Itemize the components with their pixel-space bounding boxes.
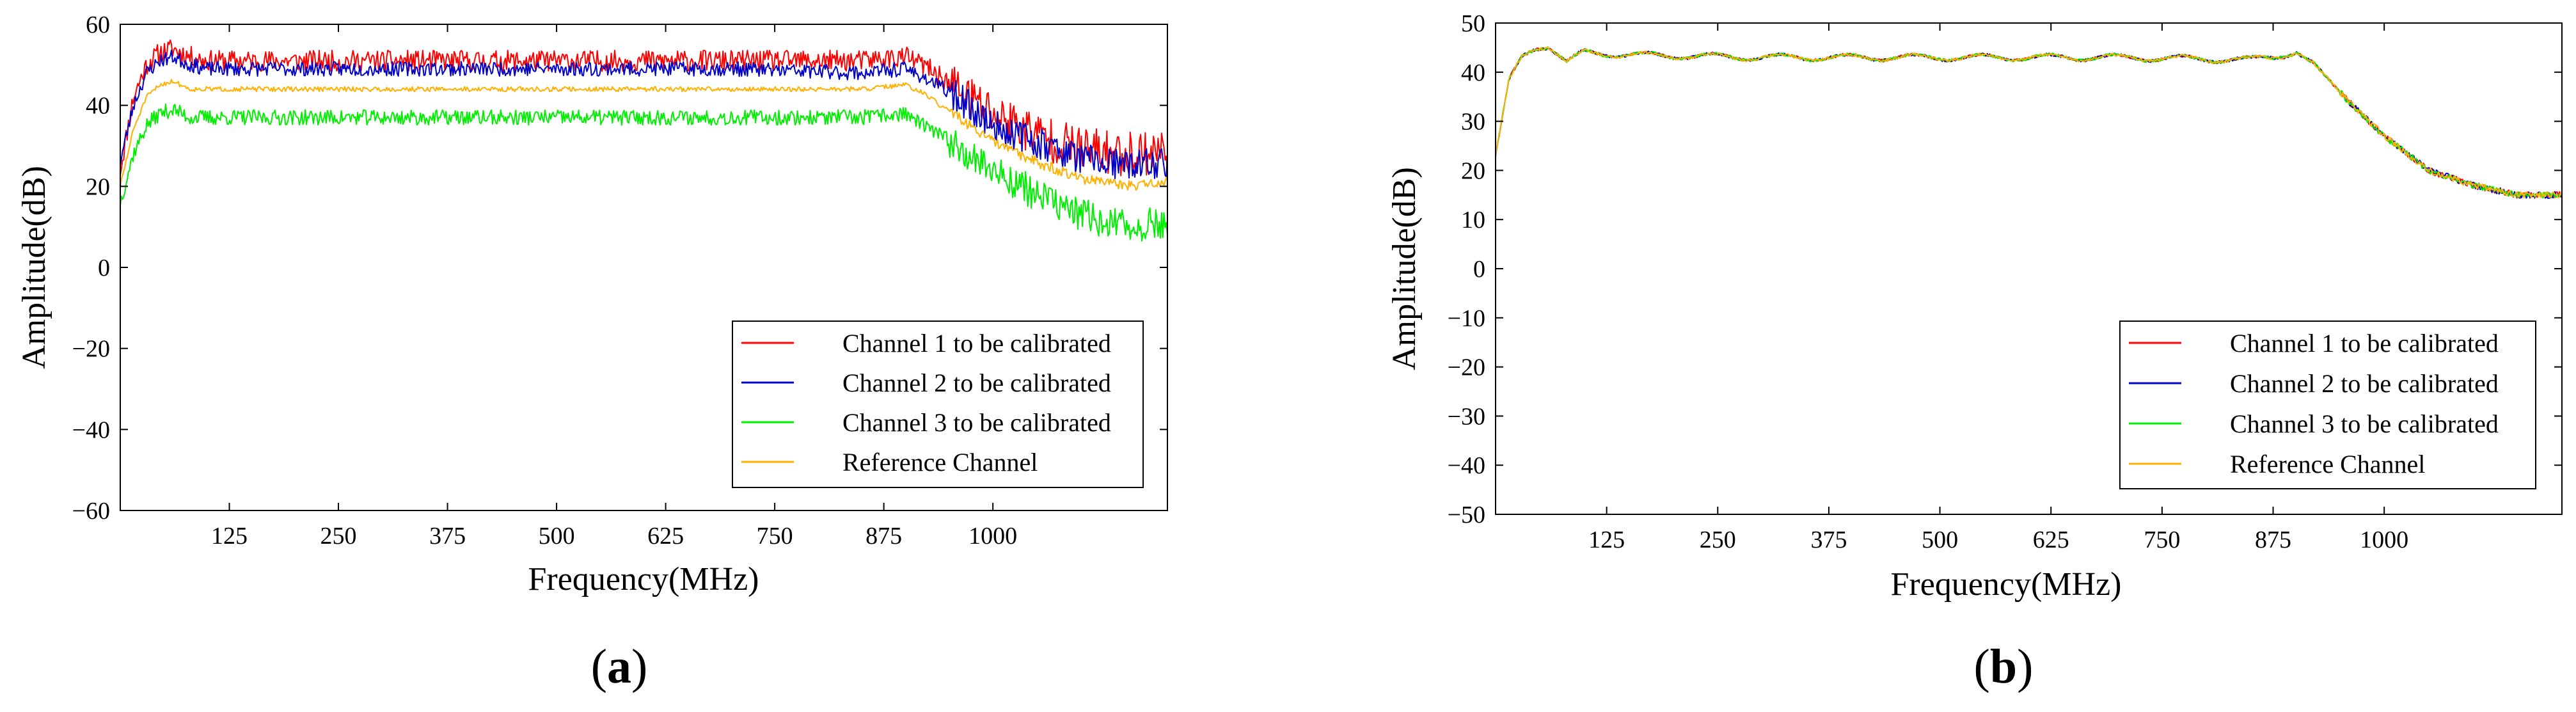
chart-b-ytick-label: 50 xyxy=(1461,10,1485,37)
chart-a-ticks: 125 250 375 500 625 750 875 1000 −60 −40 −20 0 20 40 6… xyxy=(72,12,1167,550)
chart-b-ytick-label: 20 xyxy=(1461,157,1485,184)
chart-a-ytick-label: 60 xyxy=(86,12,110,38)
panel-label-a: (a) xyxy=(591,640,648,693)
chart-b-ytick-label: −20 xyxy=(1448,354,1485,381)
chart-a-series-2-line xyxy=(120,49,1167,180)
chart-a-ytick-label: −60 xyxy=(72,498,110,525)
chart-a-xtick-label: 375 xyxy=(429,523,466,550)
chart-b-ytick-label: 30 xyxy=(1461,109,1485,136)
chart-b-ticks: 125 250 375 500 625 750 875 1000−50−40−30−20−10… xyxy=(1448,10,2562,553)
chart-b-xtick-label: 625 xyxy=(2033,526,2069,553)
chart-b-ylabel: Amplitude(dB) xyxy=(1386,167,1423,370)
chart-b-legend-box xyxy=(2119,320,2536,489)
chart-a-ylabel: Amplitude(dB) xyxy=(16,166,52,369)
chart-a-legend-label-4: Reference Channel xyxy=(842,448,1038,477)
chart-a-series-group xyxy=(120,39,1167,242)
chart-b-legend: Channel 1 to be calibrated Channel 2 to b… xyxy=(2119,320,2536,489)
chart-b-legend-label-3: Channel 3 to be calibrated xyxy=(2230,409,2499,438)
chart-a-xtick-label: 625 xyxy=(647,523,684,550)
chart-a-ytick-label: 0 xyxy=(98,255,110,281)
chart-a-series-1-line xyxy=(120,39,1167,177)
chart-a-legend: Channel 1 to be calibrated Channel 2 to b… xyxy=(732,320,1144,488)
chart-a-ytick-label: 20 xyxy=(86,173,110,200)
chart-a-xlabel: Frequency(MHz) xyxy=(528,561,759,597)
chart-b-xtick-label: 875 xyxy=(2255,526,2291,553)
chart-a-xtick-label: 500 xyxy=(539,523,575,550)
panel-label-b: (b) xyxy=(1974,640,2034,693)
chart-a-xtick-label: 1000 xyxy=(968,523,1017,550)
chart-b-ytick-label: −10 xyxy=(1448,305,1485,332)
chart-a-ytick-label: 40 xyxy=(86,93,110,120)
chart-b-xtick-label: 1000 xyxy=(2360,526,2408,553)
chart-b-ytick-label: 40 xyxy=(1461,59,1485,86)
chart-b-xtick-label: 125 xyxy=(1588,526,1625,553)
chart-b-ytick-label: −40 xyxy=(1448,452,1485,479)
chart-a-series-3-line xyxy=(120,103,1167,242)
chart-b-series-group xyxy=(1496,46,2562,199)
chart-a-xtick-label: 750 xyxy=(757,523,793,550)
chart-b-xtick-label: 500 xyxy=(1922,526,1958,553)
chart-b-ytick-label: −50 xyxy=(1448,502,1485,528)
chart-b-legend-label-2: Channel 2 to be calibrated xyxy=(2230,369,2499,398)
chart-a-ytick-label: −20 xyxy=(72,336,110,363)
chart-a-xtick-label: 125 xyxy=(211,523,248,550)
chart-panel-a: 125 250 375 500 625 750 875 1000 −60 −40 −20 0 20 40 6… xyxy=(16,12,1168,693)
chart-b-ytick-label: −30 xyxy=(1448,403,1485,430)
chart-b-legend-label-1: Channel 1 to be calibrated xyxy=(2230,329,2499,358)
chart-b-legend-label-4: Reference Channel xyxy=(2230,450,2425,479)
chart-a-legend-label-2: Channel 2 to be calibrated xyxy=(842,368,1111,397)
chart-a-series-4-line xyxy=(120,79,1167,191)
chart-a-legend-label-1: Channel 1 to be calibrated xyxy=(842,329,1111,358)
chart-a-xtick-label: 875 xyxy=(865,523,902,550)
chart-a-legend-box xyxy=(732,320,1144,488)
chart-a-xtick-label: 250 xyxy=(320,523,357,550)
chart-b-xlabel: Frequency(MHz) xyxy=(1891,566,2122,603)
chart-b-ytick-label: 0 xyxy=(1473,256,1485,283)
chart-b-xtick-label: 375 xyxy=(1810,526,1847,553)
chart-a-legend-label-3: Channel 3 to be calibrated xyxy=(842,408,1111,437)
chart-b-xtick-label: 250 xyxy=(1700,526,1736,553)
chart-b-xtick-label: 750 xyxy=(2144,526,2180,553)
chart-b-ytick-label: 10 xyxy=(1461,207,1485,233)
chart-a-ytick-label: −40 xyxy=(72,416,110,443)
chart-b-series-4-line xyxy=(1496,47,2562,199)
chart-panel-b: 125 250 375 500 625 750 875 1000−50−40−30−20−10… xyxy=(1386,10,2563,693)
